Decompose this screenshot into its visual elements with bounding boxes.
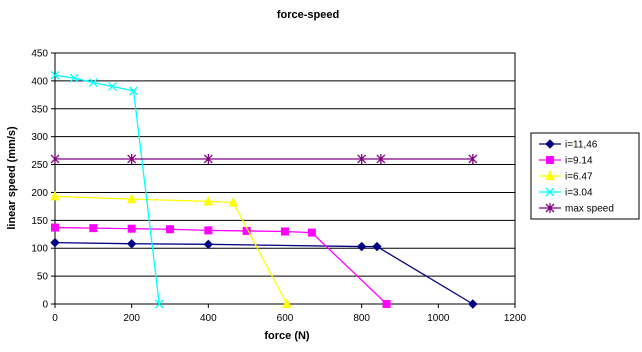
data-point-0-3 bbox=[356, 241, 367, 252]
plot-area bbox=[54, 52, 516, 305]
data-point-4-4 bbox=[376, 153, 386, 164]
y-tick-label-100: 100 bbox=[31, 244, 48, 255]
data-point-2-3 bbox=[228, 196, 239, 207]
x-axis-title: force (N) bbox=[264, 330, 310, 342]
data-point-1-1 bbox=[89, 224, 98, 233]
series-1 bbox=[51, 223, 391, 308]
data-point-1-3 bbox=[166, 225, 174, 234]
data-point-0-5 bbox=[468, 299, 478, 309]
data-point-3-3 bbox=[108, 82, 117, 91]
x-tick-label-400: 400 bbox=[200, 313, 217, 324]
x-tick-label-0: 0 bbox=[52, 313, 58, 324]
data-point-2-0 bbox=[50, 190, 60, 201]
legend-marker-4 bbox=[545, 203, 555, 213]
axes: 0 50 100 150 200 250 300 350 400 450 0 200 400 600 800… bbox=[31, 49, 526, 325]
data-point-4-0 bbox=[50, 153, 60, 164]
data-point-3-2 bbox=[88, 78, 98, 88]
data-point-4-1 bbox=[127, 153, 137, 164]
data-point-1-7 bbox=[307, 228, 316, 237]
y-tick-label-450: 450 bbox=[31, 49, 48, 60]
data-point-3-5 bbox=[154, 299, 164, 309]
legend: i=11,46 i=9.14 i=6.47 i=3.04 max speed bbox=[530, 132, 640, 220]
series-4 bbox=[50, 153, 478, 164]
x-tick-label-1000: 1000 bbox=[427, 313, 450, 324]
data-point-0-0 bbox=[50, 237, 60, 248]
series-line-0 bbox=[54, 241, 474, 305]
y-tick-label-50: 50 bbox=[37, 272, 49, 283]
y-tick-label-250: 250 bbox=[31, 160, 48, 171]
x-tick-label-1200: 1200 bbox=[504, 313, 527, 324]
y-tick-label-200: 200 bbox=[31, 188, 48, 199]
data-point-3-0 bbox=[50, 70, 60, 80]
x-tick-label-200: 200 bbox=[123, 313, 140, 324]
legend-marker-2 bbox=[545, 170, 555, 180]
data-point-4-2 bbox=[203, 153, 213, 164]
y-tick-label-400: 400 bbox=[31, 76, 48, 87]
data-point-2-1 bbox=[126, 193, 137, 204]
data-point-0-1 bbox=[126, 239, 137, 249]
y-tick-label-150: 150 bbox=[31, 216, 48, 227]
y-tick-label-300: 300 bbox=[31, 132, 48, 143]
data-point-1-0 bbox=[51, 223, 59, 232]
legend-label-1: i=9.14 bbox=[565, 156, 593, 167]
y-tick-label-350: 350 bbox=[31, 104, 48, 115]
legend-marker-3 bbox=[545, 187, 555, 197]
data-point-1-2 bbox=[127, 224, 136, 233]
data-point-1-4 bbox=[204, 226, 213, 235]
y-axis-title: linear speed (mm/s) bbox=[6, 126, 18, 230]
series-layer bbox=[50, 70, 478, 309]
data-point-4-5 bbox=[468, 153, 478, 164]
series-0 bbox=[50, 237, 478, 309]
data-point-0-4 bbox=[372, 241, 382, 252]
data-point-3-4 bbox=[129, 86, 139, 96]
series-2 bbox=[50, 190, 292, 308]
data-point-2-4 bbox=[282, 298, 292, 308]
legend-label-4: max speed bbox=[565, 204, 614, 215]
chart-title: force-speed bbox=[277, 9, 339, 21]
data-point-4-3 bbox=[357, 153, 367, 164]
data-point-0-2 bbox=[203, 239, 214, 250]
legend-marker-1 bbox=[546, 156, 554, 164]
x-tick-label-600: 600 bbox=[277, 313, 294, 324]
data-point-1-6 bbox=[281, 227, 289, 236]
legend-marker-0 bbox=[545, 139, 555, 149]
legend-label-2: i=6.47 bbox=[565, 172, 593, 183]
data-point-2-2 bbox=[203, 195, 214, 206]
legend-label-0: i=11,46 bbox=[565, 140, 598, 151]
data-point-1-8 bbox=[382, 300, 391, 308]
y-tick-label-0: 0 bbox=[42, 300, 48, 311]
series-line-3 bbox=[54, 74, 160, 305]
series-3 bbox=[50, 70, 164, 309]
data-point-3-1 bbox=[69, 73, 79, 83]
legend-label-3: i=3.04 bbox=[565, 188, 593, 199]
x-tick-label-800: 800 bbox=[353, 313, 370, 324]
